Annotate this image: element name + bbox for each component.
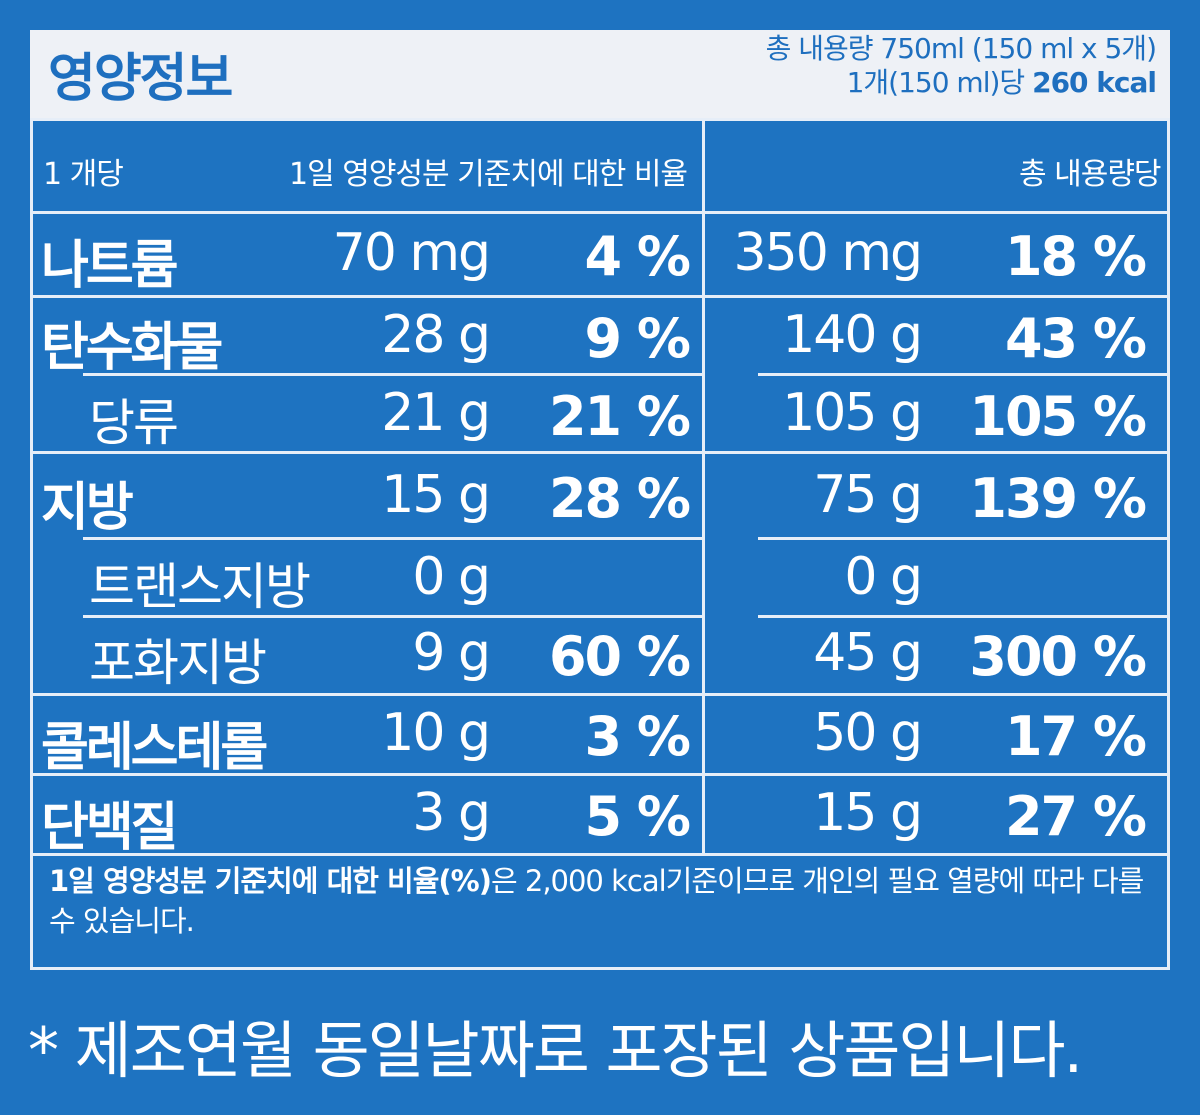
total-content: 총 내용량 750ml (150 ml x 5개): [765, 32, 1157, 65]
amount-sodium: 70 mg: [332, 223, 491, 283]
pct-protein: 5 %: [584, 785, 691, 848]
pct-sugars: 21 %: [548, 385, 691, 448]
nutrient-name-fat: 지방: [41, 478, 134, 538]
amount-sugars: 21 g: [381, 383, 491, 443]
col-header-per-unit: 1 개당: [43, 157, 124, 192]
col-header-daily-ratio: 1일 영양성분 기준치에 대한 비율: [289, 157, 688, 192]
row-divider: [33, 295, 1167, 298]
nutrient-name-trans-fat: 트랜스지방: [89, 558, 311, 616]
total-amount-fat: 75 g: [813, 465, 923, 525]
total-pct-saturated-fat: 300 %: [969, 625, 1147, 688]
amount-carbs: 28 g: [381, 305, 491, 365]
row-divider: [33, 211, 1167, 214]
amount-trans-fat: 0 g: [412, 547, 491, 607]
total-amount-saturated-fat: 45 g: [813, 623, 923, 683]
row-divider: [83, 537, 703, 540]
total-amount-protein: 15 g: [813, 783, 923, 843]
amount-fat: 15 g: [381, 465, 491, 525]
footnote-rest: 은 2,000 kcal기준이므로 개인의 필요 열량에 따라 다를 수 있습니…: [49, 864, 1144, 938]
per-unit-prefix: 1개(150 ml)당: [846, 66, 1026, 99]
total-amount-carbs: 140 g: [782, 305, 923, 365]
col-header-per-total: 총 내용량당: [1019, 157, 1162, 192]
serving-info: 총 내용량 750ml (150 ml x 5개) 1개(150 ml)당 26…: [765, 32, 1157, 100]
row-divider: [83, 373, 703, 376]
daily-value-footnote: 1일 영양성분 기준치에 대한 비율(%)은 2,000 kcal기준이므로 개…: [49, 861, 1159, 941]
total-amount-sugars: 105 g: [782, 383, 923, 443]
nutrient-name-saturated-fat: 포화지방: [89, 634, 267, 692]
pct-sodium: 4 %: [584, 225, 691, 288]
pct-saturated-fat: 60 %: [548, 625, 691, 688]
amount-cholesterol: 10 g: [381, 703, 491, 763]
amount-protein: 3 g: [412, 783, 491, 843]
footnote-bold: 1일 영양성분 기준치에 대한 비율(%): [49, 864, 492, 898]
row-divider: [758, 615, 1167, 618]
total-pct-fat: 139 %: [969, 467, 1147, 530]
total-amount-sodium: 350 mg: [733, 223, 923, 283]
row-divider: [33, 693, 1167, 696]
per-unit-kcal: 260 kcal: [1032, 66, 1157, 99]
total-pct-sodium: 18 %: [1004, 225, 1147, 288]
packaging-notice: * 제조연월 동일날짜로 포장된 상품입니다.: [28, 1014, 1083, 1087]
row-divider: [758, 373, 1167, 376]
row-divider: [758, 537, 1167, 540]
nutrient-name-sugars: 당류: [89, 394, 179, 452]
row-divider: [33, 853, 1167, 856]
nutrition-table: 1 개당 1일 영양성분 기준치에 대한 비율 총 내용량당 나트륨 70 mg…: [30, 118, 1170, 970]
pct-fat: 28 %: [548, 467, 691, 530]
nutrient-name-protein: 단백질: [41, 798, 179, 858]
amount-saturated-fat: 9 g: [412, 623, 491, 683]
total-pct-carbs: 43 %: [1004, 307, 1147, 370]
total-amount-trans-fat: 0 g: [844, 547, 923, 607]
nutrition-title: 영양정보: [48, 49, 233, 109]
nutrient-name-cholesterol: 콜레스테롤: [41, 718, 268, 778]
total-amount-cholesterol: 50 g: [813, 703, 923, 763]
total-pct-cholesterol: 17 %: [1004, 705, 1147, 768]
total-pct-protein: 27 %: [1004, 785, 1147, 848]
pct-cholesterol: 3 %: [584, 705, 691, 768]
row-divider: [33, 773, 1167, 776]
nutrition-header: 영양정보 총 내용량 750ml (150 ml x 5개) 1개(150 ml…: [30, 30, 1170, 118]
nutrient-name-sodium: 나트륨: [41, 236, 179, 296]
column-divider: [702, 121, 705, 855]
total-pct-sugars: 105 %: [969, 385, 1147, 448]
row-divider: [83, 615, 703, 618]
nutrient-name-carbs: 탄수화물: [41, 318, 223, 378]
pct-carbs: 9 %: [584, 307, 691, 370]
row-divider: [33, 451, 1167, 454]
per-unit-info: 1개(150 ml)당 260 kcal: [766, 66, 1157, 100]
